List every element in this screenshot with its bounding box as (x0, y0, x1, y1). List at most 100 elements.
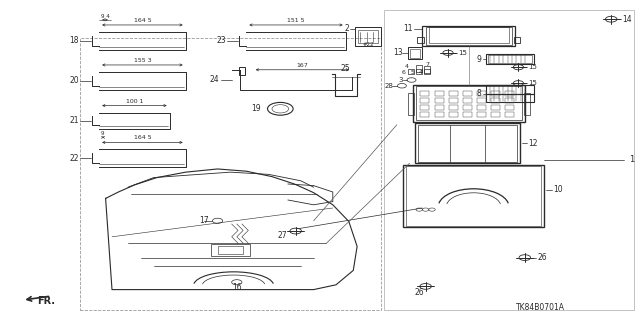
Text: 15: 15 (529, 64, 538, 70)
Bar (415, 123, 520, 163)
Bar (413, 85, 525, 122)
Text: 8: 8 (477, 89, 481, 98)
Text: 11: 11 (403, 24, 413, 33)
Text: 15: 15 (529, 80, 538, 86)
Bar (426, 27, 512, 45)
Text: 9: 9 (100, 131, 104, 136)
Text: 17: 17 (200, 216, 209, 225)
Bar (416, 86, 522, 120)
Bar (416, 65, 422, 72)
Bar (486, 93, 534, 102)
Bar (429, 27, 509, 43)
Bar (420, 91, 429, 96)
Bar (463, 91, 472, 96)
Bar (449, 91, 458, 96)
Text: 18: 18 (69, 36, 79, 45)
Text: 28: 28 (384, 83, 393, 89)
Text: 16: 16 (232, 283, 242, 292)
Bar (449, 98, 458, 103)
Bar (463, 105, 472, 110)
Text: 15: 15 (458, 50, 467, 56)
Bar (491, 91, 500, 96)
Bar (384, 10, 634, 310)
Bar (505, 91, 514, 96)
Text: 26: 26 (538, 253, 547, 262)
Text: 20: 20 (69, 76, 79, 85)
Text: 5: 5 (410, 70, 414, 75)
Text: 10: 10 (554, 185, 563, 194)
Bar (505, 98, 514, 103)
Bar (505, 105, 514, 110)
Bar (408, 47, 422, 59)
Bar (424, 66, 430, 73)
Bar (486, 54, 534, 64)
Text: TK84B0701A: TK84B0701A (516, 303, 565, 312)
Bar (505, 112, 514, 117)
Bar (408, 69, 414, 74)
Bar (420, 112, 429, 117)
Text: 164 5: 164 5 (134, 18, 151, 23)
Bar (406, 166, 541, 226)
Bar (435, 105, 444, 110)
Text: 6: 6 (402, 70, 406, 75)
Bar (491, 105, 500, 110)
Bar (477, 105, 486, 110)
Text: 3: 3 (399, 77, 403, 83)
Text: 7: 7 (426, 61, 429, 67)
Bar (422, 26, 515, 46)
Text: #22: #22 (362, 42, 374, 47)
Bar (416, 69, 422, 74)
Text: 2: 2 (344, 24, 349, 33)
Bar (418, 125, 517, 162)
Bar (491, 98, 500, 103)
Bar (449, 112, 458, 117)
Bar (449, 105, 458, 110)
Bar (435, 98, 444, 103)
Bar (358, 30, 378, 43)
Bar (211, 244, 250, 256)
Bar (477, 98, 486, 103)
Bar (463, 98, 472, 103)
Text: 1: 1 (629, 156, 634, 164)
Bar (239, 67, 245, 75)
Text: 25: 25 (340, 64, 351, 73)
Text: 23: 23 (216, 36, 226, 45)
Bar (80, 38, 381, 310)
Bar (477, 112, 486, 117)
Text: 155 3: 155 3 (134, 58, 151, 63)
Bar (408, 93, 414, 115)
Bar (488, 55, 532, 63)
Text: 27: 27 (277, 231, 287, 240)
Text: 24: 24 (210, 76, 220, 84)
Bar (477, 91, 486, 96)
Text: 151 5: 151 5 (287, 18, 305, 23)
Bar (417, 37, 424, 43)
Bar (491, 112, 500, 117)
Bar (435, 112, 444, 117)
Text: 19: 19 (252, 104, 261, 113)
Text: 164 5: 164 5 (134, 135, 151, 140)
Text: 9 4: 9 4 (100, 13, 109, 19)
Bar (514, 37, 520, 43)
Text: 14: 14 (622, 15, 632, 24)
Bar (403, 165, 544, 227)
Text: 26: 26 (414, 288, 424, 297)
Text: FR.: FR. (37, 296, 55, 307)
Text: 4: 4 (405, 64, 409, 69)
Bar (218, 246, 243, 254)
Text: 4: 4 (419, 70, 422, 75)
Text: 9: 9 (476, 55, 481, 64)
Text: 21: 21 (69, 116, 79, 125)
Bar (355, 27, 381, 46)
Text: 22: 22 (69, 154, 79, 163)
Bar (524, 93, 530, 115)
Bar (420, 105, 429, 110)
Bar (410, 49, 420, 58)
Bar (463, 112, 472, 117)
Bar (420, 98, 429, 103)
Text: 13: 13 (394, 48, 403, 57)
Bar (435, 91, 444, 96)
Text: 167: 167 (296, 63, 308, 68)
Bar (424, 69, 430, 74)
Text: 12: 12 (528, 139, 538, 148)
